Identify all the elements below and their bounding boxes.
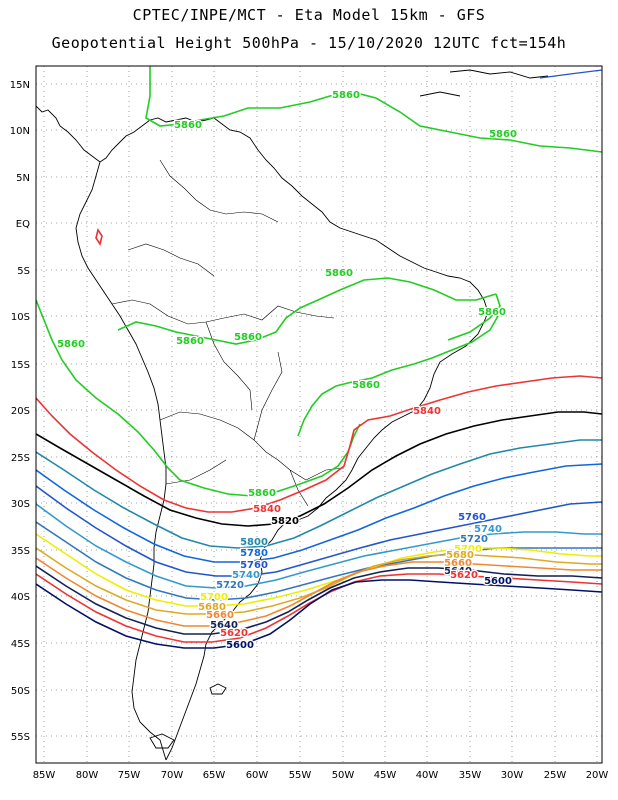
lon-tick-label: 85W bbox=[33, 770, 56, 781]
contour-5740 bbox=[36, 503, 602, 589]
contour-label-5840: 5840 bbox=[413, 406, 441, 417]
lat-tick-label: 15S bbox=[11, 360, 30, 371]
contour-label-5600: 5600 bbox=[484, 576, 512, 587]
lat-tick-label: 15N bbox=[10, 80, 30, 91]
contour-label-5680: 5680 bbox=[446, 550, 474, 561]
contour-label-5860: 5860 bbox=[248, 488, 276, 499]
map-title-line2: Geopotential Height 500hPa - 15/10/2020 … bbox=[51, 34, 567, 52]
contour-5860-brazil bbox=[297, 315, 499, 437]
contour-label-5860: 5860 bbox=[176, 336, 204, 347]
contour-label-5800: 5800 bbox=[240, 537, 268, 548]
contour-label-5860: 5860 bbox=[489, 129, 517, 140]
lon-tick-label: 20W bbox=[586, 770, 609, 781]
caribbean-islands bbox=[419, 69, 549, 97]
lat-tick-label: 5N bbox=[16, 173, 30, 184]
lat-tick-label: 30S bbox=[11, 499, 30, 510]
tierra-del-fuego bbox=[149, 733, 175, 749]
lat-tick-label: 10S bbox=[11, 312, 30, 323]
country-borders bbox=[111, 159, 345, 507]
lat-tick-label: 50S bbox=[11, 686, 30, 697]
lat-tick-label: 35S bbox=[11, 546, 30, 557]
contour-label-5680: 5680 bbox=[198, 602, 226, 613]
lon-tick-label: 25W bbox=[544, 770, 567, 781]
contour-label-5660: 5660 bbox=[444, 558, 472, 569]
contour-label-5640: 5640 bbox=[210, 620, 238, 631]
central-america-coast bbox=[36, 105, 489, 761]
contour-labels: 5860 5860 5860 5860 5860 5860 5860 5860 5860 5860… bbox=[56, 89, 518, 653]
lon-tick-label: 70W bbox=[161, 770, 184, 781]
lon-tick-label: 65W bbox=[203, 770, 226, 781]
contour-5780 bbox=[36, 463, 602, 563]
contour-5840-ecuador bbox=[95, 228, 103, 246]
contour-5640 bbox=[36, 565, 602, 635]
pacific-coast bbox=[75, 161, 167, 761]
map-title-line1: CPTEC/INPE/MCT - Eta Model 15km - GFS bbox=[132, 6, 486, 24]
contour-5820 bbox=[36, 411, 602, 527]
contour-label-5820: 5820 bbox=[271, 516, 299, 527]
lon-tick-label: 55W bbox=[289, 770, 312, 781]
contour-label-5860: 5860 bbox=[478, 307, 506, 318]
longitude-axis-labels: 85W 80W 75W 70W 65W 60W 55W 50W 45W 40W 35W 30W 25W 2… bbox=[33, 770, 609, 781]
contour-5720 bbox=[36, 521, 602, 601]
lat-tick-label: 10N bbox=[10, 126, 30, 137]
contour-5660 bbox=[36, 557, 602, 627]
contour-label-5720: 5720 bbox=[460, 534, 488, 545]
contour-label-5740: 5740 bbox=[474, 524, 502, 535]
lon-tick-label: 40W bbox=[416, 770, 439, 781]
lat-tick-label: 55S bbox=[11, 732, 30, 743]
contour-5840 bbox=[36, 375, 602, 513]
latitude-axis-labels: 15N 10N 5N EQ 5S 10S 15S 20S 25S 30S 35S 40S 45S 50S 5… bbox=[10, 80, 30, 743]
contour-label-5760: 5760 bbox=[240, 560, 268, 571]
contour-5860-west bbox=[36, 299, 361, 497]
contour-5860-east bbox=[447, 293, 501, 341]
map-frame bbox=[35, 65, 603, 764]
lon-tick-label: 30W bbox=[501, 770, 524, 781]
contour-5700 bbox=[36, 533, 602, 607]
contour-label-5860: 5860 bbox=[325, 268, 353, 279]
lat-tick-label: 40S bbox=[11, 592, 30, 603]
lon-tick-label: 80W bbox=[76, 770, 99, 781]
contour-5760 bbox=[36, 485, 602, 577]
contour-label-5740: 5740 bbox=[232, 570, 260, 581]
graticule-grid bbox=[36, 66, 602, 763]
contour-label-5600: 5600 bbox=[226, 640, 254, 651]
lon-tick-label: 45W bbox=[374, 770, 397, 781]
geopotential-contours bbox=[36, 66, 602, 649]
contour-label-5720: 5720 bbox=[216, 580, 244, 591]
contour-label-5760: 5760 bbox=[458, 512, 486, 523]
contour-label-5660: 5660 bbox=[206, 610, 234, 621]
lon-tick-label: 60W bbox=[246, 770, 269, 781]
coastline-south-america bbox=[36, 69, 549, 761]
contour-5800 bbox=[36, 439, 602, 549]
contour-label-5860: 5860 bbox=[352, 380, 380, 391]
contour-label-5860: 5860 bbox=[174, 120, 202, 131]
contour-label-5640: 5640 bbox=[444, 566, 472, 577]
contour-label-5700: 5700 bbox=[200, 592, 228, 603]
lat-tick-label: 25S bbox=[11, 453, 30, 464]
contour-label-5620: 5620 bbox=[220, 628, 248, 639]
lon-tick-label: 75W bbox=[118, 770, 141, 781]
lon-tick-label: 35W bbox=[459, 770, 482, 781]
contour-5600 bbox=[36, 579, 602, 649]
contour-5860-amazon bbox=[117, 277, 497, 345]
lat-tick-label: 5S bbox=[17, 266, 30, 277]
contour-5680 bbox=[36, 547, 602, 615]
falkland-islands bbox=[209, 683, 227, 695]
lat-tick-label: 20S bbox=[11, 406, 30, 417]
lon-tick-label: 50W bbox=[332, 770, 355, 781]
contour-5620 bbox=[36, 573, 602, 643]
contour-label-5860: 5860 bbox=[234, 332, 262, 343]
contour-label-5860: 5860 bbox=[57, 339, 85, 350]
contour-label-5840: 5840 bbox=[253, 504, 281, 515]
contour-5860-caribbean-blue bbox=[539, 69, 602, 79]
contour-label-5700: 5700 bbox=[454, 544, 482, 555]
contour-5860-north bbox=[145, 66, 602, 153]
lat-tick-label: EQ bbox=[16, 219, 30, 230]
contour-label-5620: 5620 bbox=[450, 570, 478, 581]
contour-label-5780: 5780 bbox=[240, 548, 268, 559]
contour-label-5860: 5860 bbox=[332, 90, 360, 101]
lat-tick-label: 45S bbox=[11, 639, 30, 650]
